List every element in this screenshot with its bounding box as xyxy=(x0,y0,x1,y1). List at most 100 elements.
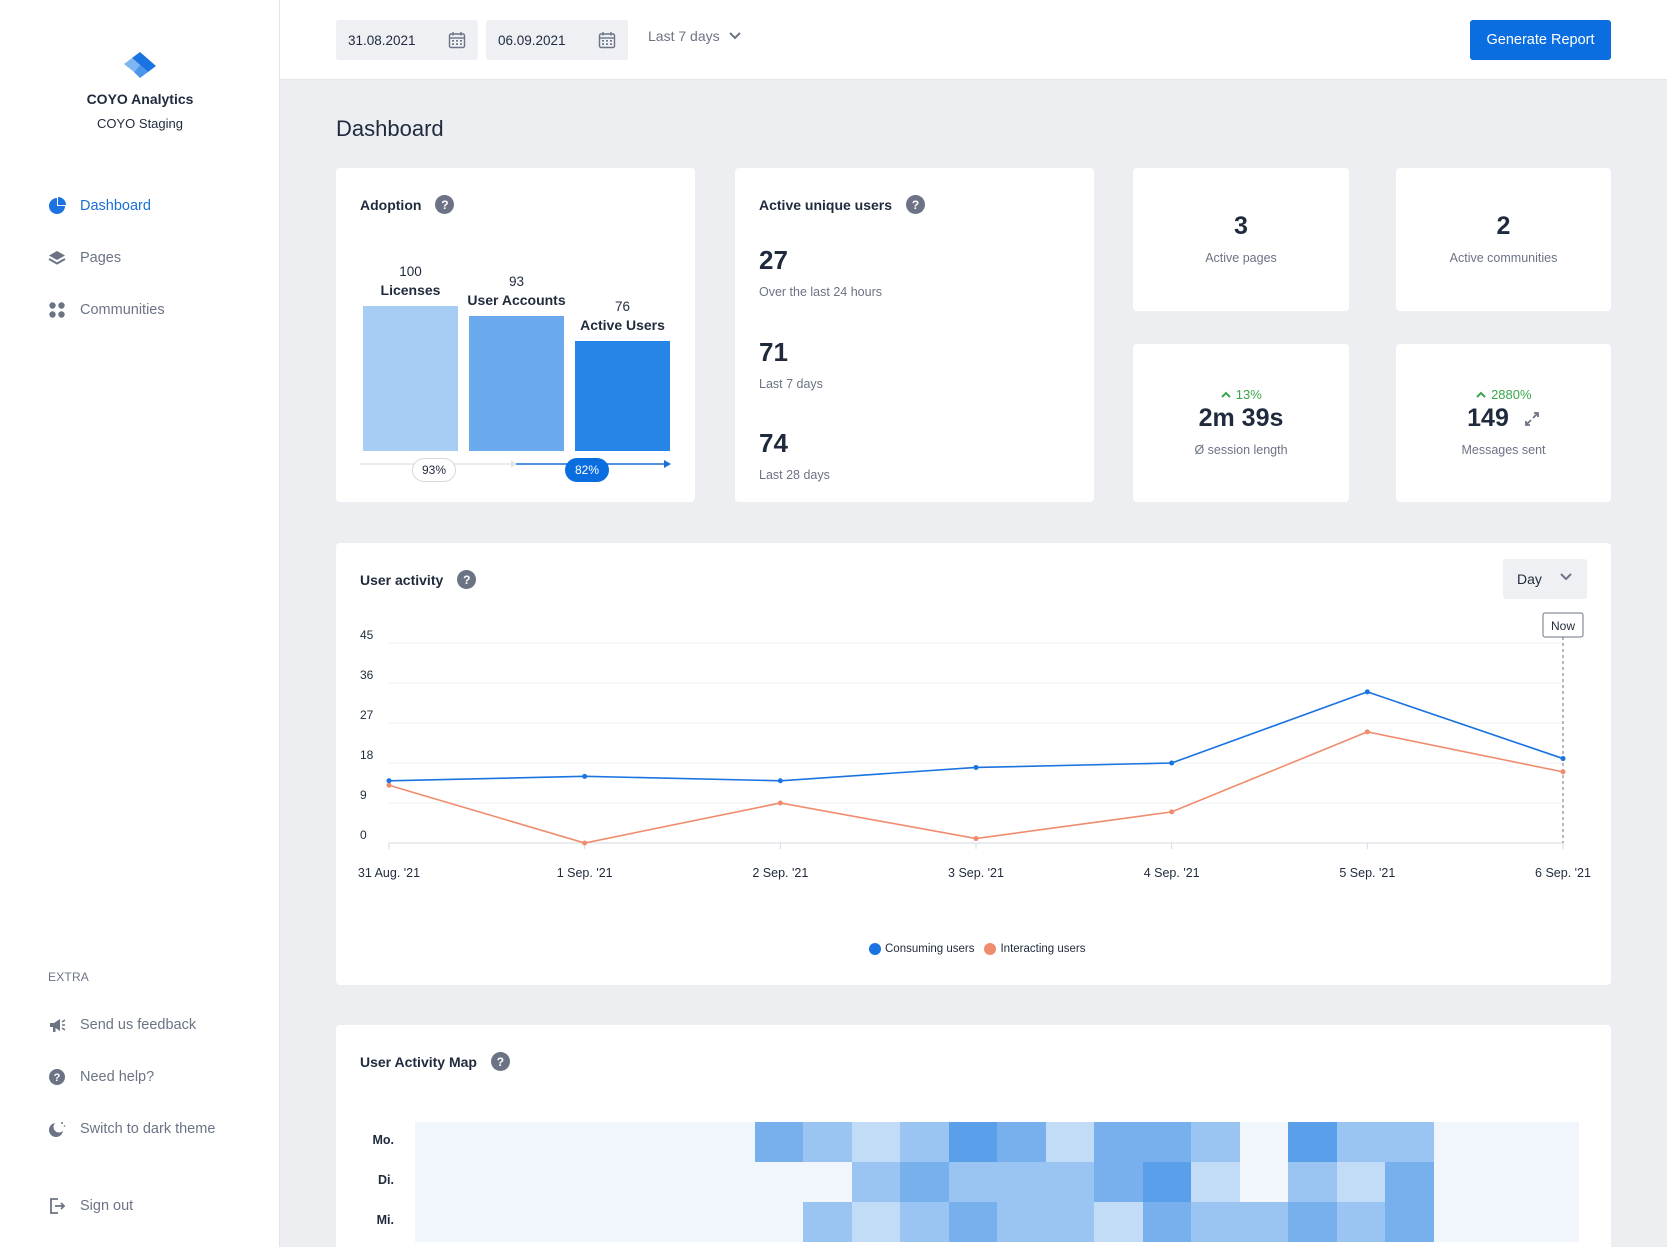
heatmap-cell[interactable] xyxy=(851,1202,900,1242)
stat-28d-label: Last 28 days xyxy=(759,468,830,482)
heatmap-cell[interactable] xyxy=(1336,1162,1385,1202)
heatmap-cell[interactable] xyxy=(609,1162,658,1202)
heatmap-cell[interactable] xyxy=(512,1122,561,1162)
data-point xyxy=(973,836,979,842)
heatmap-cell[interactable] xyxy=(463,1162,512,1202)
heatmap-cell[interactable] xyxy=(415,1202,464,1242)
need-help-link[interactable]: ? Need help? xyxy=(48,1067,215,1087)
heatmap-cell[interactable] xyxy=(706,1122,755,1162)
dark-theme-toggle[interactable]: Switch to dark theme xyxy=(48,1119,215,1139)
heatmap-cell[interactable] xyxy=(560,1122,609,1162)
generate-report-button[interactable]: Generate Report xyxy=(1470,20,1611,60)
heatmap-cell[interactable] xyxy=(754,1162,803,1202)
date-from-input[interactable]: 31.08.2021 xyxy=(336,20,478,60)
heatmap-cell[interactable] xyxy=(1433,1202,1482,1242)
heatmap-cell[interactable] xyxy=(1239,1162,1288,1202)
heatmap-cell[interactable] xyxy=(1433,1162,1482,1202)
heatmap-cell[interactable] xyxy=(803,1162,852,1202)
heatmap-cell[interactable] xyxy=(512,1202,561,1242)
heatmap-cell[interactable] xyxy=(657,1162,706,1202)
heatmap-cell[interactable] xyxy=(560,1162,609,1202)
heatmap-cell[interactable] xyxy=(1191,1122,1240,1162)
date-to-input[interactable]: 06.09.2021 xyxy=(486,20,628,60)
heatmap-cell[interactable] xyxy=(657,1122,706,1162)
nav-item-pages[interactable]: Pages xyxy=(48,248,165,268)
heatmap-cell[interactable] xyxy=(1239,1202,1288,1242)
nav-item-dashboard[interactable]: Dashboard xyxy=(48,196,165,216)
heatmap-cell[interactable] xyxy=(706,1162,755,1202)
heatmap-cell[interactable] xyxy=(1288,1162,1337,1202)
heatmap-cell[interactable] xyxy=(1336,1202,1385,1242)
card-title-text: Active unique users xyxy=(759,196,893,213)
heatmap-cell[interactable] xyxy=(754,1122,803,1162)
heatmap-cell[interactable] xyxy=(1094,1122,1143,1162)
help-icon[interactable]: ? xyxy=(457,570,477,589)
help-icon[interactable]: ? xyxy=(906,195,926,214)
series-line xyxy=(388,731,1564,844)
heatmap-cell[interactable] xyxy=(900,1122,949,1162)
heatmap-cell[interactable] xyxy=(1482,1202,1531,1242)
heatmap-cell[interactable] xyxy=(1530,1202,1579,1242)
heatmap-cell[interactable] xyxy=(1191,1162,1240,1202)
x-tick-label: 2 Sep. '21 xyxy=(752,866,808,880)
heatmap-cell[interactable] xyxy=(1530,1122,1579,1162)
help-icon[interactable]: ? xyxy=(490,1052,510,1071)
nav-item-communities[interactable]: Communities xyxy=(48,300,165,320)
heatmap-cell[interactable] xyxy=(463,1202,512,1242)
heatmap-cell[interactable] xyxy=(1385,1122,1434,1162)
heatmap-cell[interactable] xyxy=(1094,1202,1143,1242)
heatmap-cell[interactable] xyxy=(754,1202,803,1242)
heatmap-cell[interactable] xyxy=(1045,1122,1094,1162)
date-range-select[interactable]: Last 7 days xyxy=(648,28,742,44)
heatmap-cell[interactable] xyxy=(948,1202,997,1242)
user-activity-card: User activity ? Day 0 9 18 27 36 45 31 Aug. '2… xyxy=(336,543,1611,985)
heatmap-cell[interactable] xyxy=(1094,1162,1143,1202)
heatmap-cell[interactable] xyxy=(415,1162,464,1202)
heatmap-cell[interactable] xyxy=(1482,1162,1531,1202)
heatmap-cell[interactable] xyxy=(803,1202,852,1242)
heatmap-cell[interactable] xyxy=(803,1122,852,1162)
send-feedback-link[interactable]: Send us feedback xyxy=(48,1015,215,1035)
heatmap-cell[interactable] xyxy=(1142,1122,1191,1162)
heatmap-cell[interactable] xyxy=(1530,1162,1579,1202)
heatmap-cell[interactable] xyxy=(997,1122,1046,1162)
heatmap-cell[interactable] xyxy=(948,1162,997,1202)
brand-subtitle: COYO Staging xyxy=(97,116,183,131)
heatmap-cell[interactable] xyxy=(1045,1202,1094,1242)
heatmap-cell[interactable] xyxy=(1385,1202,1434,1242)
heatmap-cell[interactable] xyxy=(1142,1162,1191,1202)
heatmap-cell[interactable] xyxy=(609,1202,658,1242)
heatmap-cell[interactable] xyxy=(900,1162,949,1202)
heatmap-cell[interactable] xyxy=(1142,1202,1191,1242)
heatmap-cell[interactable] xyxy=(1239,1122,1288,1162)
expand-icon[interactable] xyxy=(1524,411,1540,427)
heatmap-day-label: Mo. xyxy=(372,1133,394,1147)
heatmap-cell[interactable] xyxy=(1045,1162,1094,1202)
heatmap-cell[interactable] xyxy=(851,1162,900,1202)
heatmap-cell[interactable] xyxy=(1288,1202,1337,1242)
heatmap-cell[interactable] xyxy=(657,1202,706,1242)
heatmap-cell[interactable] xyxy=(997,1202,1046,1242)
heatmap-cell[interactable] xyxy=(1191,1202,1240,1242)
heatmap-cell[interactable] xyxy=(609,1122,658,1162)
heatmap-cell[interactable] xyxy=(900,1202,949,1242)
heatmap-cell[interactable] xyxy=(415,1122,464,1162)
heatmap-cell[interactable] xyxy=(1433,1122,1482,1162)
heatmap-cell[interactable] xyxy=(997,1162,1046,1202)
heatmap-cell[interactable] xyxy=(560,1202,609,1242)
sign-out-link[interactable]: Sign out xyxy=(48,1196,133,1216)
session-label: Ø session length xyxy=(1194,443,1288,457)
heatmap-cell[interactable] xyxy=(1288,1122,1337,1162)
granularity-select[interactable]: Day xyxy=(1503,559,1587,599)
heatmap-cell[interactable] xyxy=(1336,1122,1385,1162)
heatmap-cell[interactable] xyxy=(706,1202,755,1242)
megaphone-icon xyxy=(48,1016,66,1034)
heatmap-cell[interactable] xyxy=(1385,1162,1434,1202)
heatmap-cell[interactable] xyxy=(463,1122,512,1162)
heatmap-cell[interactable] xyxy=(1482,1122,1531,1162)
heatmap-cell[interactable] xyxy=(948,1122,997,1162)
y-tick-label: 27 xyxy=(360,708,374,722)
help-icon[interactable]: ? xyxy=(435,195,455,214)
heatmap-cell[interactable] xyxy=(851,1122,900,1162)
heatmap-cell[interactable] xyxy=(512,1162,561,1202)
